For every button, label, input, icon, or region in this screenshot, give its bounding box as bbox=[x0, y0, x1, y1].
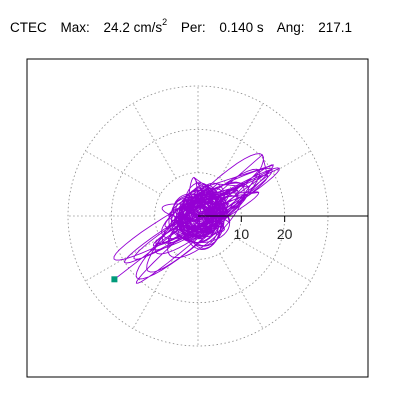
grid-spoke bbox=[235, 150, 311, 195]
max-label: Max: bbox=[60, 19, 90, 35]
angle-value: 217.1 bbox=[318, 19, 353, 35]
grid-spoke bbox=[85, 150, 161, 195]
max-exponent: 2 bbox=[162, 17, 168, 27]
grid-spoke bbox=[235, 237, 311, 282]
chart-title: CTEC Max: 24.2 cm/s2 Per: 0.140 s Ang: 2… bbox=[10, 17, 362, 35]
grid-spoke bbox=[132, 253, 177, 329]
grid-spoke bbox=[132, 103, 177, 179]
peak-marker bbox=[111, 276, 118, 283]
angle-label: Ang: bbox=[276, 19, 305, 35]
max-value: 24.2 cm/s bbox=[103, 19, 163, 35]
tick-label: 20 bbox=[277, 226, 293, 242]
radial-tick-labels: 10 20 bbox=[234, 216, 293, 242]
tick-label: 10 bbox=[234, 226, 250, 242]
plot-frame bbox=[26, 58, 369, 378]
period-label: Per: bbox=[180, 19, 206, 35]
motion-trace bbox=[113, 153, 280, 284]
station-code: CTEC bbox=[10, 19, 47, 35]
max-value-group: 24.2 cm/s2 bbox=[103, 17, 168, 35]
grid-spoke bbox=[219, 253, 264, 329]
grid-spoke bbox=[219, 103, 264, 179]
grid-spoke bbox=[85, 237, 161, 282]
period-value: 0.140 s bbox=[219, 19, 264, 35]
